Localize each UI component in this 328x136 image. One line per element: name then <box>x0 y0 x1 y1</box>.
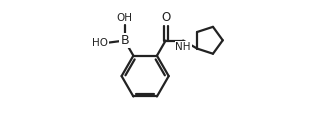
Text: OH: OH <box>117 13 133 23</box>
Text: HO: HO <box>92 38 108 48</box>
Text: NH: NH <box>175 42 191 52</box>
Text: B: B <box>120 34 129 47</box>
Text: O: O <box>161 11 170 24</box>
